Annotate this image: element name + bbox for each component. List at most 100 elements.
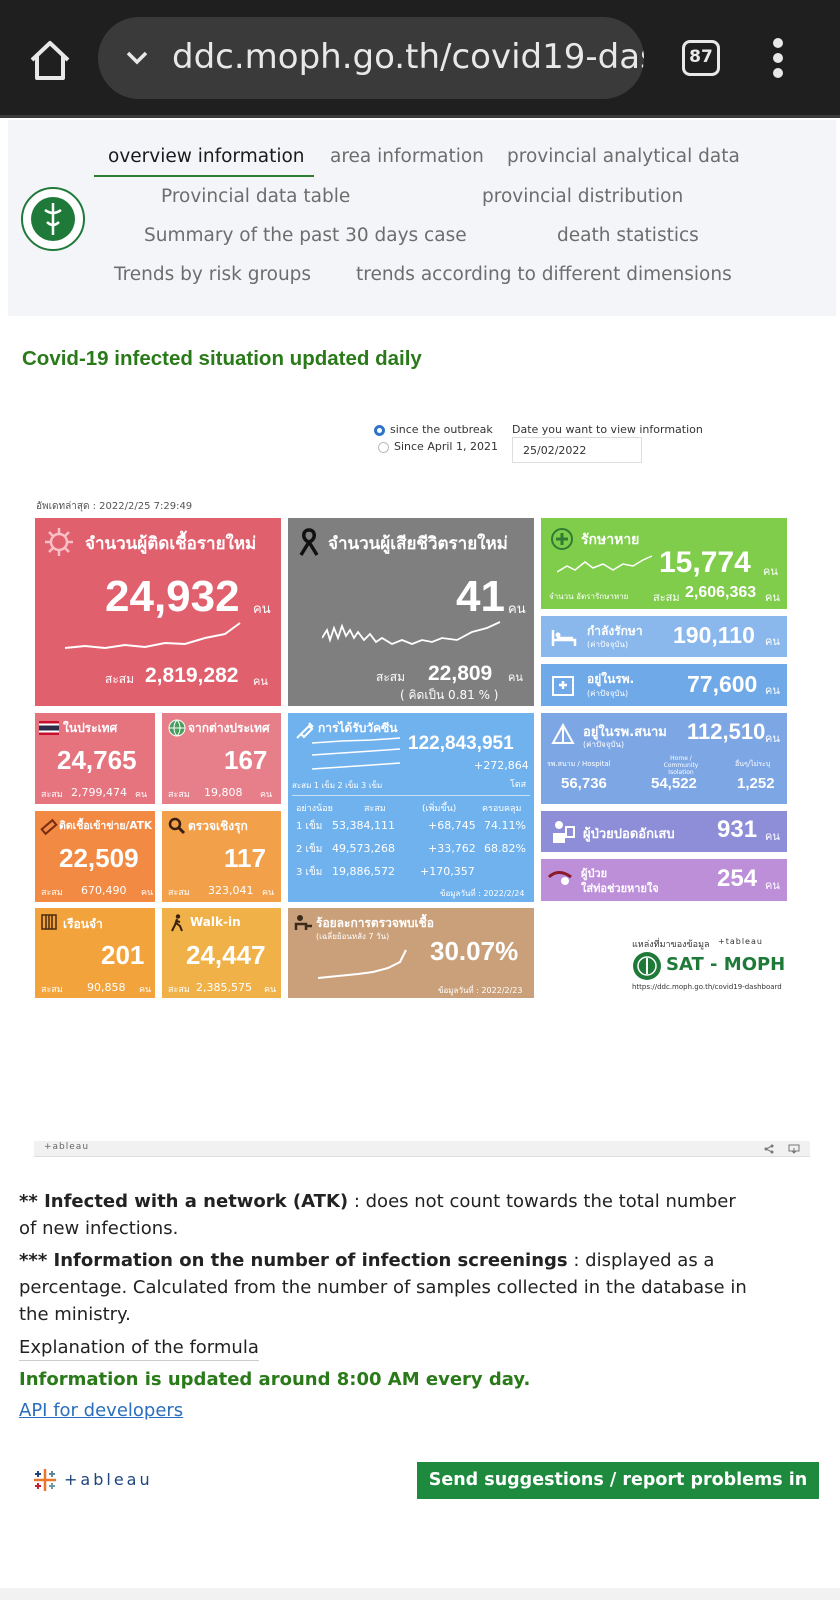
tab-trends-risk-groups[interactable]: Trends by risk groups <box>114 264 312 285</box>
field-hospital-col-label: Home / Community Isolation <box>663 755 699 776</box>
send-suggestions-button[interactable]: Send suggestions / report problems in us… <box>417 1462 819 1527</box>
tab-trends-dimensions[interactable]: trends according to different dimensions <box>356 264 732 285</box>
vaccine-row-cov: 68.82% <box>484 842 526 855</box>
url-text[interactable]: ddc.moph.go.th/covid19-das <box>172 37 644 77</box>
abroad-label: จากต่างประเทศ <box>188 721 270 735</box>
atk-cumulative: 670,490 <box>81 884 127 897</box>
syringe-icon <box>296 722 314 739</box>
date-label: Date you want to view information <box>512 423 703 436</box>
tableau-brand[interactable]: +ableau <box>44 1142 90 1152</box>
positivity-label: ร้อยละการตรวจพบเชื้อ <box>316 916 434 930</box>
treating-label: กำลังรักษา <box>587 624 643 638</box>
atk-label: ติดเชื้อเข้าข่าย/ATK <box>59 820 152 832</box>
api-developers-link[interactable]: API for developers <box>19 1400 184 1421</box>
option-since-april-label[interactable]: Since April 1, 2021 <box>394 440 498 453</box>
abroad-tile: จากต่างประเทศ 167 สะสม 19,808 คน <box>162 713 281 804</box>
new-deaths-value: 41 <box>456 572 505 621</box>
field-hospital-unit: คน <box>765 732 780 745</box>
proactive-value: 117 <box>224 843 266 873</box>
new-deaths-tile: จำนวนผู้เสียชีวิตรายใหม่ 41 คน สะสม 22,8… <box>288 518 534 706</box>
abroad-cum-unit: คน <box>260 790 273 800</box>
in-hospital-sub: (ค่าปัจจุบัน) <box>587 689 629 698</box>
formula-explanation-link[interactable]: Explanation of the formula <box>19 1337 259 1361</box>
in-hospital-value: 77,600 <box>687 671 758 697</box>
note-atk-title: ** Infected with a network (ATK) <box>19 1191 349 1212</box>
chevron-down-icon[interactable] <box>124 45 150 71</box>
home-icon[interactable] <box>26 36 74 84</box>
recovered-value: 15,774 <box>659 546 751 579</box>
prison-cum-label: สะสม <box>41 985 63 995</box>
death-rate: ( คิดเป็น 0.81 % ) <box>400 688 499 702</box>
tab-provincial-data-table[interactable]: Provincial data table <box>161 186 351 207</box>
recovered-sparkline <box>557 555 653 573</box>
download-icon[interactable] <box>788 1144 800 1154</box>
date-input[interactable]: 25/02/2022 <box>512 437 642 463</box>
share-icon[interactable] <box>764 1144 774 1154</box>
ventilator-icon <box>547 871 572 885</box>
pneumonia-unit: คน <box>765 830 780 843</box>
tab-area-information[interactable]: area information <box>330 146 484 167</box>
field-hospital-value: 112,510 <box>687 719 766 744</box>
radio-since-april[interactable] <box>378 442 389 453</box>
proactive-cum-label: สะสม <box>168 888 190 898</box>
vaccine-row-dose: 3 เข็ม <box>296 867 323 878</box>
note-screening-text: : displayed as a percentage. Calculated … <box>19 1250 747 1325</box>
treating-value: 190,110 <box>673 622 755 648</box>
option-since-outbreak-label[interactable]: since the outbreak <box>390 423 493 436</box>
vaccine-date: ข้อมูลวันที่ : 2022/2/24 <box>440 889 525 898</box>
recovered-cumulative: 2,606,363 <box>685 584 757 601</box>
recovered-cum-unit: คน <box>765 591 780 604</box>
domestic-cum-label: สะสม <box>41 790 63 800</box>
walkin-cumulative: 2,385,575 <box>196 981 252 994</box>
domestic-cum-unit: คน <box>135 790 148 800</box>
walkin-label: Walk-in <box>190 915 241 929</box>
tab-count-button[interactable]: 87 <box>682 40 720 76</box>
lab-icon <box>294 915 312 930</box>
new-cases-cumulative: 2,819,282 <box>145 664 239 687</box>
vaccine-row-inc: +170,357 <box>420 865 475 878</box>
positivity-sparkline <box>318 949 407 979</box>
radio-since-outbreak[interactable] <box>374 425 385 436</box>
ventilator-label-2: ใส่ท่อช่วยหายใจ <box>581 882 659 895</box>
vaccine-header-min: อย่างน้อย <box>296 804 333 814</box>
walkin-cum-label: สะสม <box>168 985 190 995</box>
globe-icon <box>168 719 186 737</box>
prison-cumulative: 90,858 <box>87 981 126 994</box>
magnifier-icon <box>168 817 186 835</box>
new-cases-sparkline <box>65 622 241 650</box>
tableau-logo[interactable]: +ableau <box>32 1465 172 1495</box>
tab-overview-information[interactable]: overview information <box>108 146 305 167</box>
address-bar[interactable]: ddc.moph.go.th/covid19-das <box>98 17 644 99</box>
vaccine-row-cum: 19,886,572 <box>332 865 395 878</box>
tableau-cross-icon <box>34 1469 56 1491</box>
abroad-cum-label: สะสม <box>168 790 190 800</box>
tab-provincial-analytical-data[interactable]: provincial analytical data <box>507 146 740 167</box>
field-hospital-sub: (ค่าปัจจุบัน) <box>583 740 625 749</box>
more-menu-icon[interactable] <box>772 38 784 78</box>
vaccine-header-cov: ครอบคลุม <box>482 804 522 814</box>
field-hospital-label: อยู่ในรพ.สนาม <box>583 725 667 740</box>
vaccine-row-dose: 1 เข็ม <box>296 821 323 832</box>
source-url[interactable]: https://ddc.moph.go.th/covid19-dashboard <box>632 983 782 991</box>
source-brand: SAT - MOPH <box>666 954 786 975</box>
positivity-date: ข้อมูลวันที่ : 2022/2/23 <box>438 986 523 995</box>
new-deaths-unit: คน <box>508 602 526 617</box>
field-hospital-col-value: 54,522 <box>651 775 697 792</box>
new-cases-unit: คน <box>253 602 271 617</box>
domestic-tile: ในประเทศ 24,765 สะสม 2,799,474 คน <box>35 713 155 804</box>
vaccine-dose-unit: โดส <box>510 780 527 790</box>
treating-unit: คน <box>765 635 780 648</box>
walkin-tile: Walk-in 24,447 สะสม 2,385,575 คน <box>162 908 281 998</box>
tab-death-statistics[interactable]: death statistics <box>557 225 699 246</box>
recovered-cum-label: สะสม <box>653 591 680 604</box>
positivity-value: 30.07% <box>430 936 519 966</box>
proactive-cumulative: 323,041 <box>208 884 254 897</box>
vaccine-header-inc: (เพิ่มขึ้น) <box>422 804 457 814</box>
virus-icon <box>45 528 73 556</box>
tab-provincial-distribution[interactable]: provincial distribution <box>482 186 684 207</box>
tab-summary-30-days[interactable]: Summary of the past 30 days case <box>144 225 467 246</box>
in-hospital-unit: คน <box>765 684 780 697</box>
atk-value: 22,509 <box>59 843 139 873</box>
moph-logo <box>21 187 85 251</box>
new-deaths-cum-label: สะสม <box>376 670 406 684</box>
